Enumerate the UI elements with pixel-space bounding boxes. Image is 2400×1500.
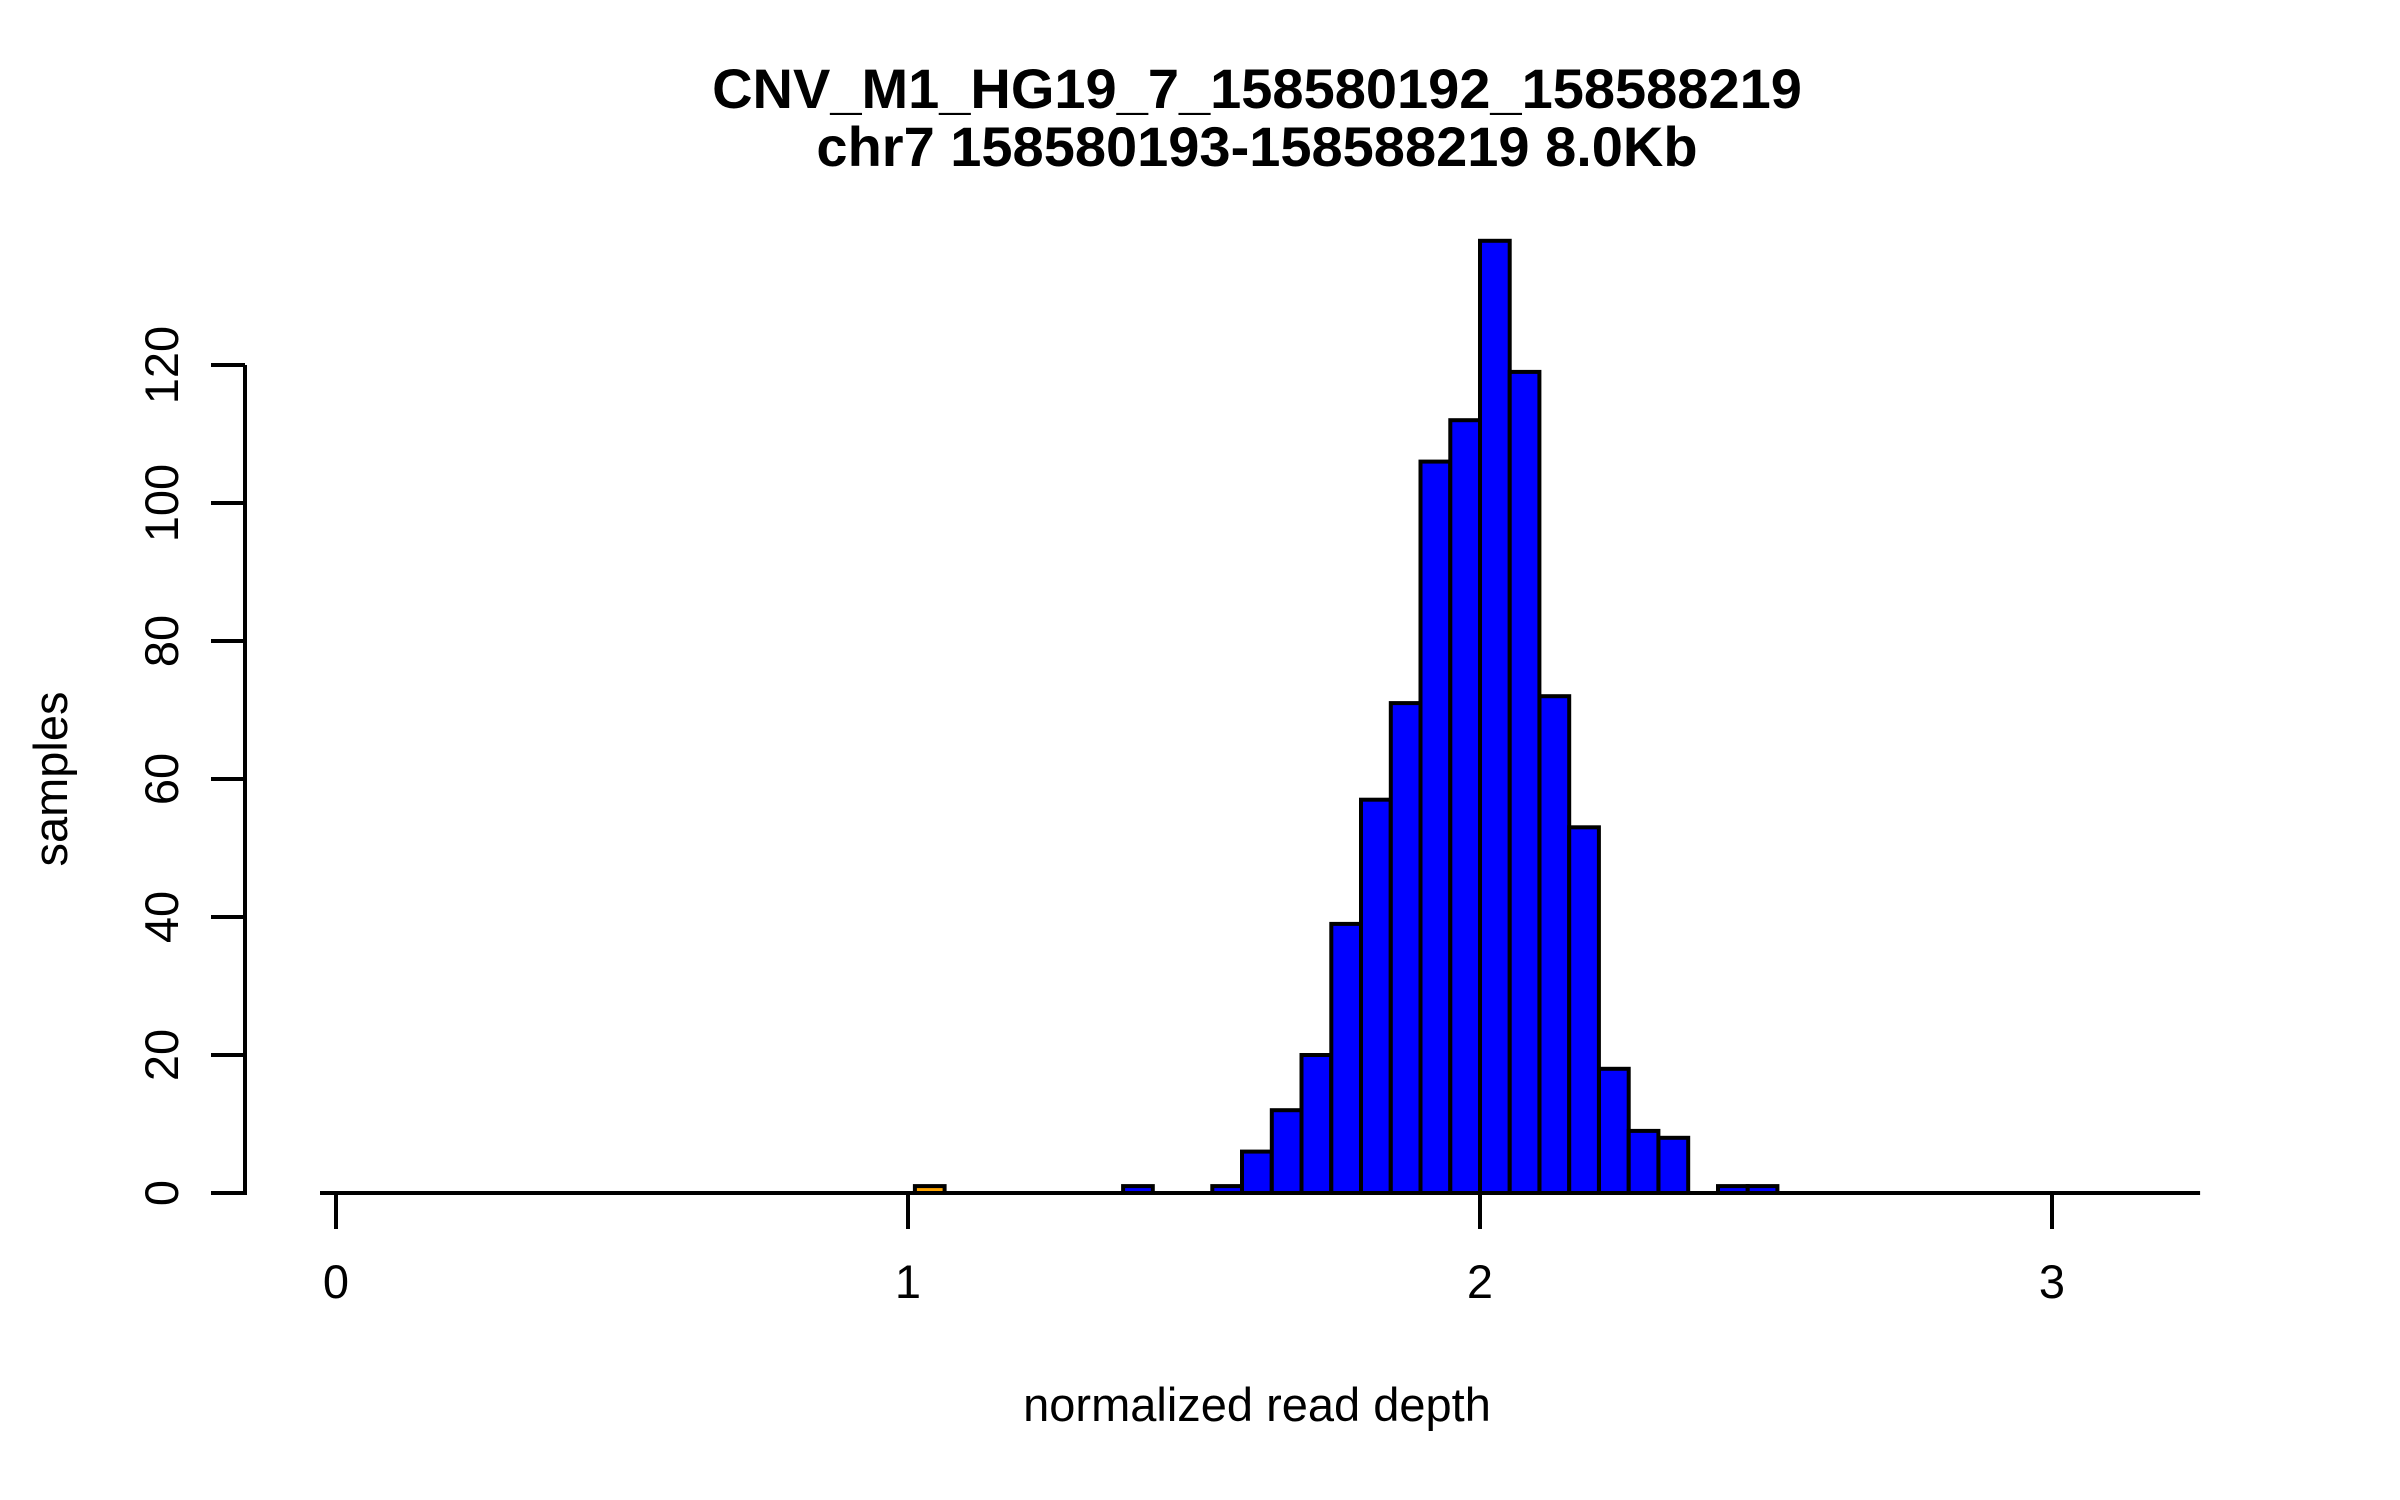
chart-subtitle: chr7 158580193-158588219 8.0Kb — [816, 115, 1697, 178]
y-tick-label: 20 — [135, 1029, 188, 1081]
x-tick-label: 2 — [1467, 1255, 1493, 1308]
histogram-bar — [1240, 1149, 1274, 1195]
histogram-bar — [1537, 694, 1572, 1195]
histogram-bar — [1418, 459, 1453, 1196]
histogram-bar — [1269, 1108, 1304, 1195]
y-tick-label: 40 — [135, 891, 188, 943]
histogram-bar — [1388, 701, 1423, 1195]
y-axis-label: samples — [24, 691, 77, 866]
histogram-bar — [1478, 238, 1512, 1196]
y-tick-label: 80 — [135, 615, 188, 667]
histogram-bar — [1567, 825, 1601, 1195]
histogram-bar — [1448, 418, 1483, 1195]
histogram-bar — [1507, 369, 1542, 1195]
histogram-bar — [1626, 1128, 1661, 1196]
y-tick-label: 0 — [135, 1180, 188, 1206]
y-tick-label: 60 — [135, 753, 188, 805]
y-tick-label: 100 — [135, 464, 188, 542]
histogram-bar — [1597, 1066, 1631, 1196]
x-axis: 0 1 2 3 — [320, 1191, 2201, 1308]
x-axis-label: normalized read depth — [1023, 1378, 1491, 1431]
y-tick-label: 120 — [135, 326, 188, 404]
histogram-bar — [1359, 797, 1393, 1195]
x-tick-label: 3 — [2039, 1255, 2065, 1308]
chart-title: CNV_M1_HG19_7_158580192_158588219 — [712, 57, 1802, 120]
histogram-bar — [1656, 1135, 1691, 1196]
histogram-bar — [1329, 921, 1364, 1196]
x-tick-label: 0 — [323, 1255, 349, 1308]
bars-group — [912, 238, 1780, 1196]
y-axis: 0 20 40 60 80 100 120 — [135, 326, 247, 1206]
histogram-bar — [1299, 1053, 1334, 1195]
x-tick-label: 1 — [895, 1255, 921, 1308]
